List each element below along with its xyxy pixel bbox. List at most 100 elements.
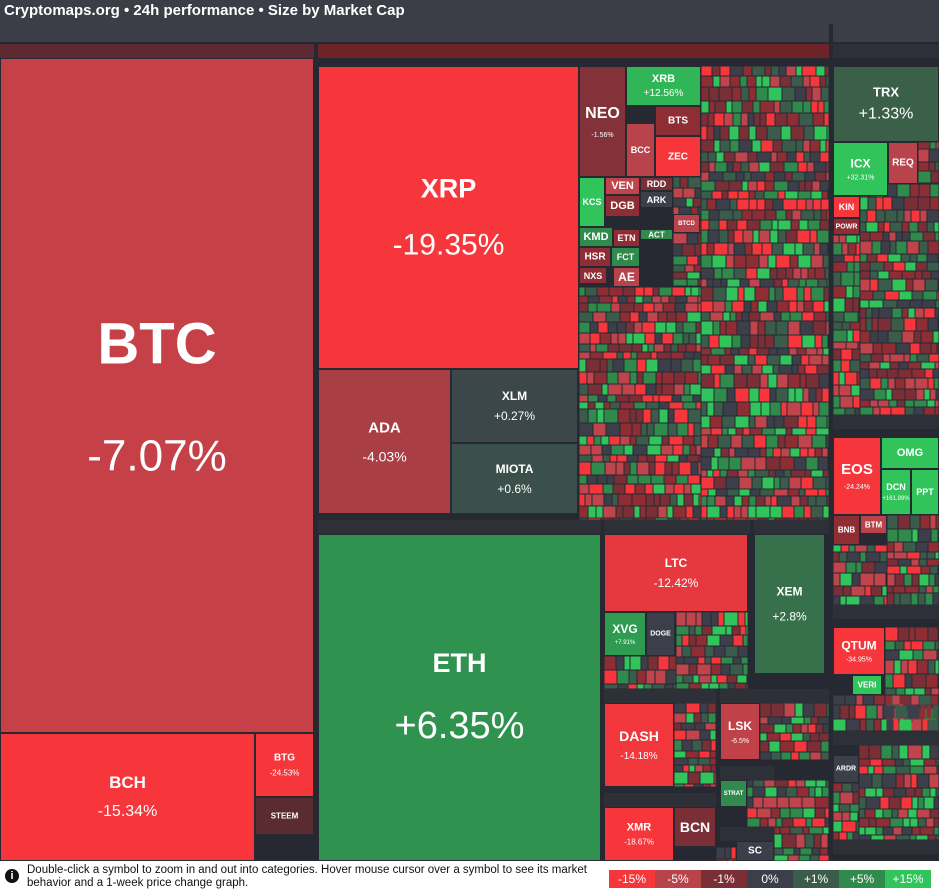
small-tile — [887, 542, 894, 552]
tile-doge[interactable]: DOGE — [646, 612, 675, 656]
tile-ltc[interactable]: LTC -12.42% — [604, 534, 748, 612]
tile-xmr[interactable]: XMR -18.67% — [604, 807, 674, 861]
small-tile — [719, 335, 732, 348]
tile-fct[interactable]: FCT — [611, 247, 640, 267]
small-tile — [684, 352, 694, 359]
small-tile — [805, 834, 814, 848]
tile-ae[interactable]: AE — [613, 267, 640, 287]
tile-change: -34.95% — [845, 656, 873, 664]
small-tile — [865, 586, 871, 596]
category-header[interactable] — [833, 840, 939, 854]
tile-xlm[interactable]: XLM +0.27% — [451, 369, 578, 443]
small-tile — [813, 301, 824, 312]
tile-ppt[interactable]: PPT — [911, 469, 939, 515]
tile-bts[interactable]: BTS — [655, 106, 701, 136]
small-tile — [744, 301, 751, 312]
small-tile — [933, 593, 939, 605]
tile-powr[interactable]: POWR — [833, 218, 860, 235]
category-header[interactable] — [604, 689, 716, 703]
category-header[interactable] — [0, 24, 829, 42]
small-tile — [786, 268, 793, 279]
tile-veri[interactable]: VERI — [852, 675, 882, 695]
tile-zec[interactable]: ZEC — [655, 136, 701, 177]
category-header[interactable] — [318, 44, 829, 58]
small-tile — [671, 344, 678, 352]
small-tile — [752, 210, 765, 220]
small-tile — [630, 436, 636, 445]
tile-btcd[interactable]: BTCD — [673, 214, 700, 233]
category-header[interactable] — [604, 520, 750, 534]
small-tile — [707, 279, 713, 287]
tile-kin[interactable]: KIN — [833, 196, 860, 218]
small-tile — [878, 331, 888, 343]
tile-xrb[interactable]: XRB +12.56% — [626, 66, 701, 106]
tile-btg[interactable]: BTG -24.53% — [255, 733, 314, 797]
category-header[interactable] — [833, 605, 939, 619]
category-header[interactable] — [833, 731, 939, 745]
tile-bcn[interactable]: BCN — [674, 807, 716, 847]
category-header[interactable] — [318, 520, 601, 534]
small-tile — [686, 344, 696, 352]
small-tile — [857, 235, 860, 243]
small-tile — [815, 268, 825, 279]
small-tile — [656, 384, 662, 395]
tile-xvg[interactable]: XVG +7.91% — [604, 612, 646, 656]
small-tile — [778, 220, 791, 230]
tile-bnb[interactable]: BNB — [833, 515, 860, 545]
tile-hsr[interactable]: HSR — [579, 247, 611, 267]
small-tile — [767, 416, 774, 428]
tile-ardr[interactable]: ARDR — [833, 755, 859, 783]
small-tile — [847, 552, 860, 562]
tile-sc[interactable]: SC — [736, 841, 774, 861]
category-header[interactable] — [833, 24, 939, 42]
small-tile — [761, 140, 773, 152]
tile-trx[interactable]: TRX +1.33% — [833, 66, 939, 142]
tile-btc[interactable]: BTC -7.07% — [0, 58, 314, 733]
tile-ada[interactable]: ADA -4.03% — [318, 369, 451, 514]
tile-steem[interactable]: STEEM — [255, 797, 314, 835]
category-header[interactable] — [604, 793, 716, 807]
small-tile — [890, 354, 904, 362]
category-header[interactable] — [0, 44, 314, 58]
tile-dash[interactable]: DASH -14.18% — [604, 703, 674, 787]
tile-kcs[interactable]: KCS — [579, 177, 605, 227]
tile-omg[interactable]: OMG — [881, 437, 939, 469]
tile-act[interactable]: ACT — [640, 229, 673, 240]
category-header[interactable] — [720, 766, 774, 780]
tile-btm[interactable]: BTM — [860, 515, 887, 534]
tile-lsk[interactable]: LSK -6.5% — [720, 703, 760, 760]
tile-neo[interactable]: NEO -1.56% — [579, 66, 626, 177]
tile-ven[interactable]: VEN — [605, 177, 640, 195]
tile-bch[interactable]: BCH -15.34% — [0, 733, 255, 861]
tile-icx[interactable]: ICX +32.31% — [833, 142, 888, 196]
tile-eth[interactable]: ETH +6.35% — [318, 534, 601, 861]
tile-dcn[interactable]: DCN +161.89% — [881, 469, 911, 515]
tile-dgb[interactable]: DGB — [605, 195, 640, 217]
category-header[interactable] — [720, 689, 829, 703]
category-header[interactable] — [720, 827, 774, 841]
small-tile — [652, 296, 661, 303]
tile-bcc[interactable]: BCC — [626, 123, 655, 177]
tile-symbol: LTC — [664, 556, 688, 570]
category-header[interactable] — [754, 520, 829, 534]
tile-etn[interactable]: ETN — [613, 229, 640, 247]
tile-req[interactable]: REQ — [888, 142, 918, 184]
tile-strat[interactable]: STRAT — [720, 780, 747, 807]
tile-kmd[interactable]: KMD — [579, 227, 613, 247]
tile-qtum[interactable]: QTUM -34.95% — [833, 627, 885, 675]
tile-xrp[interactable]: XRP -19.35% — [318, 66, 579, 369]
tile-nxs[interactable]: NXS — [579, 267, 607, 284]
small-tile — [868, 197, 876, 210]
tile-ark[interactable]: ARK — [640, 191, 673, 208]
tile-xem[interactable]: XEM +2.8% — [754, 534, 825, 674]
tile-eos[interactable]: EOS -24.24% — [833, 437, 881, 515]
small-tile — [701, 101, 709, 113]
tile-rdd[interactable]: RDD — [640, 177, 673, 191]
small-tile — [684, 484, 691, 494]
tile-miota[interactable]: MIOTA +0.6% — [451, 443, 578, 514]
tile-change: -4.03% — [362, 448, 407, 464]
treemap[interactable]: BTC -7.07% BCH -15.34% BTG -24.53% STEEM XRP -19… — [0, 24, 939, 861]
category-header[interactable] — [833, 44, 939, 58]
small-tile — [869, 818, 876, 827]
category-header[interactable] — [833, 415, 939, 429]
